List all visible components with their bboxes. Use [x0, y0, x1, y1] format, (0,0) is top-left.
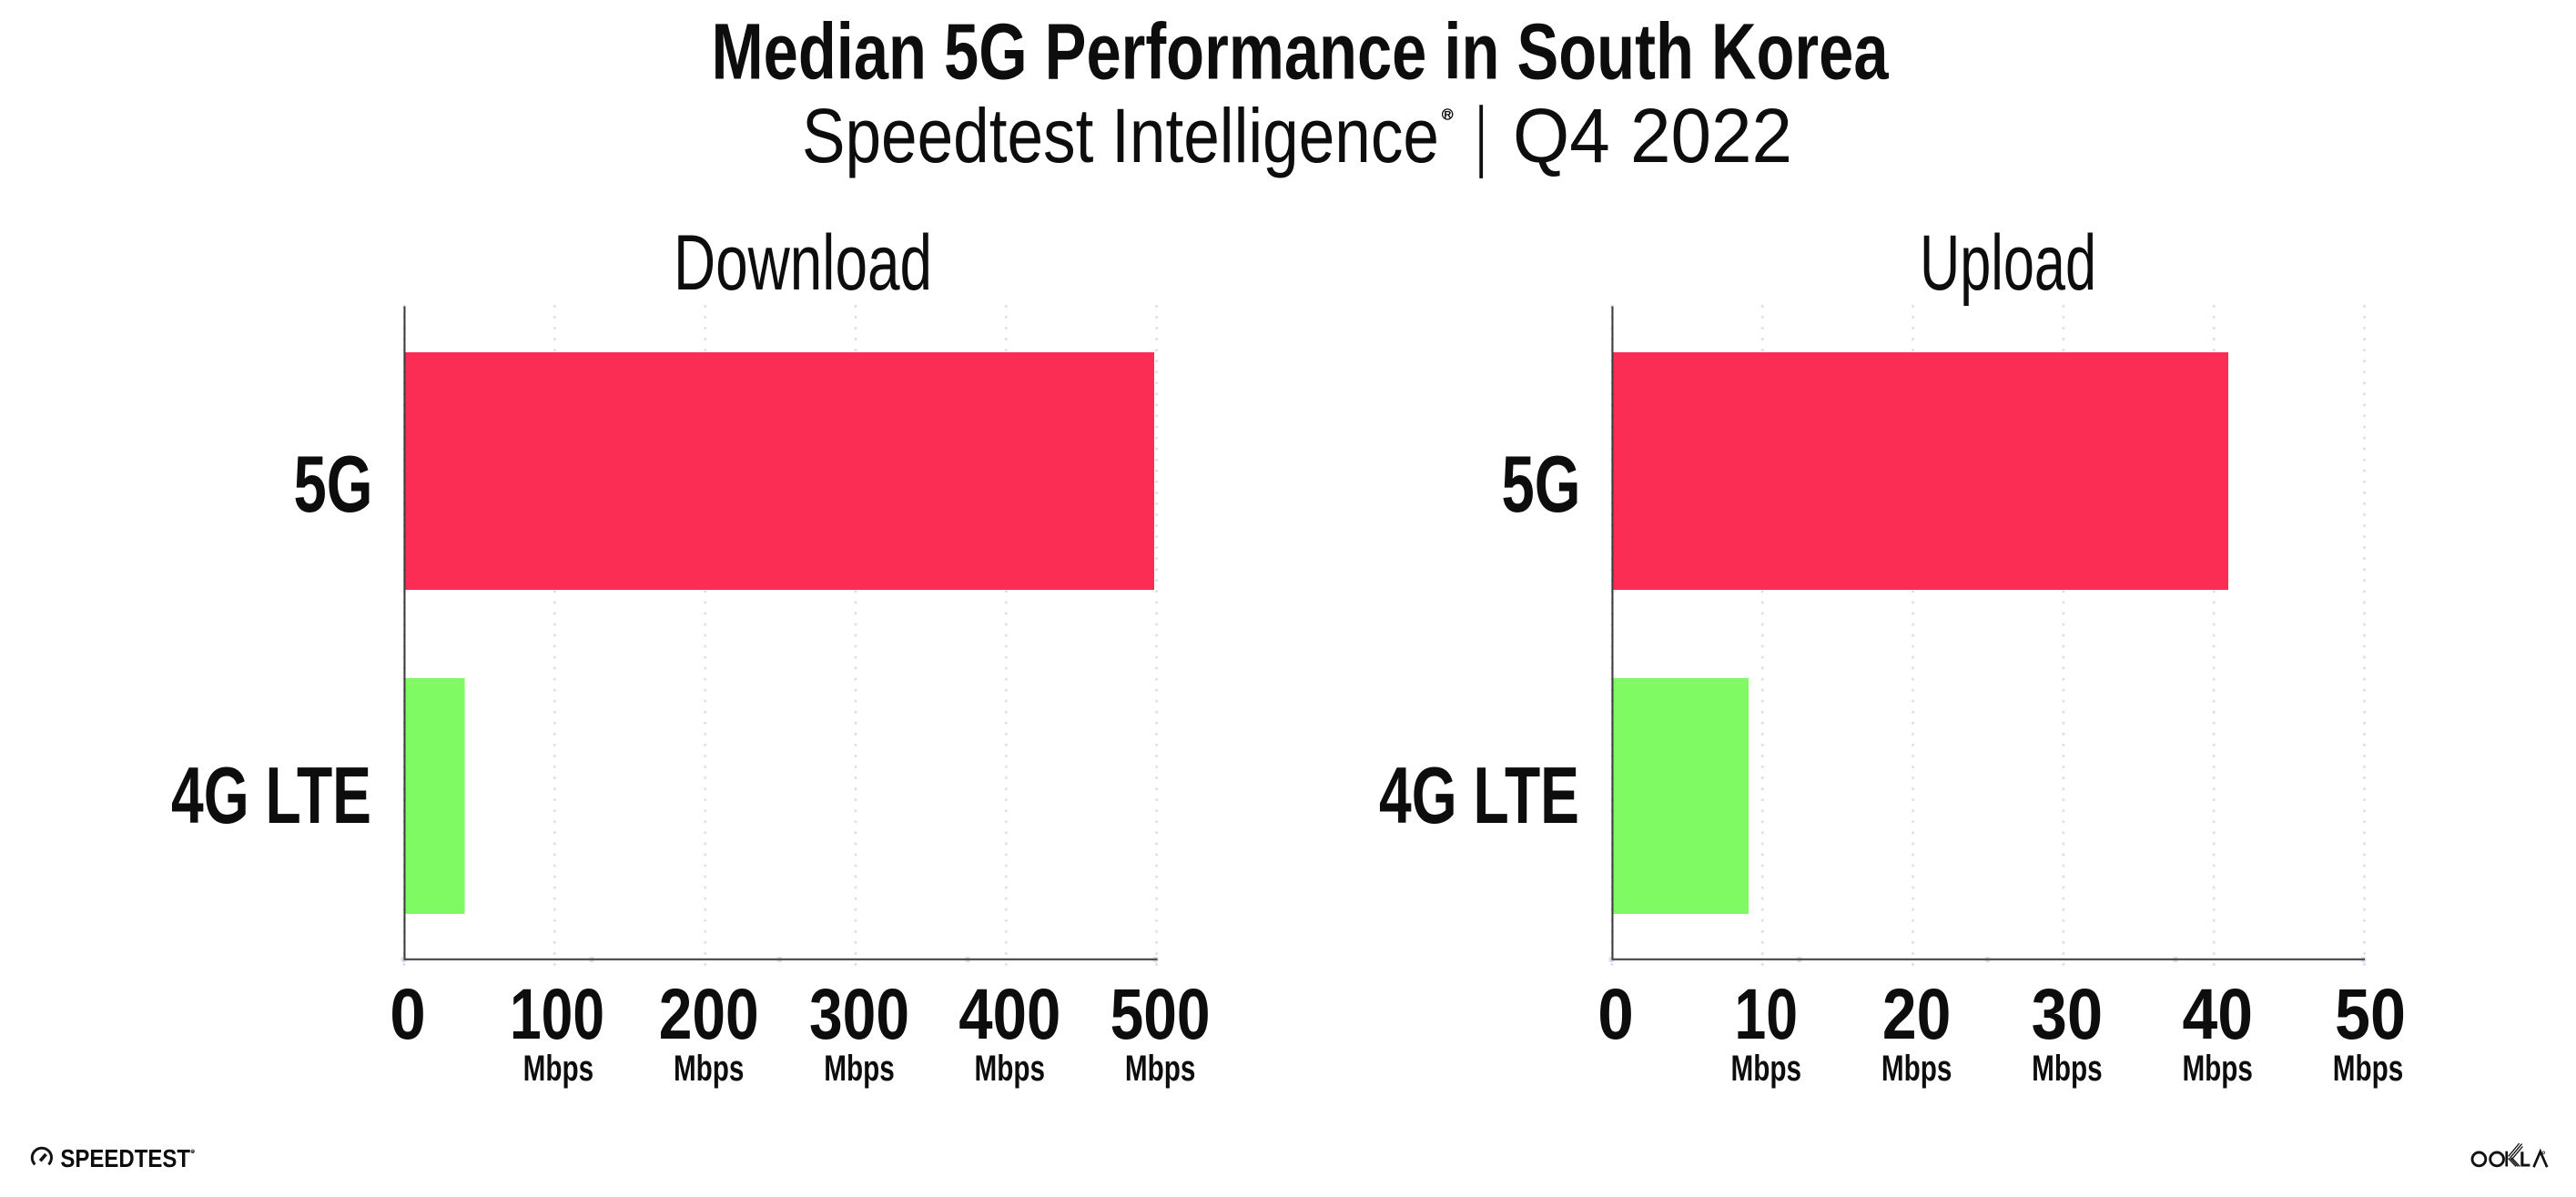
svg-text:Mbps: Mbps [1731, 1049, 1802, 1089]
svg-text:Mbps: Mbps [2182, 1049, 2253, 1089]
svg-text:0: 0 [390, 973, 426, 1054]
svg-text:Download: Download [674, 219, 932, 307]
svg-text:200: 200 [659, 973, 759, 1054]
svg-text:100: 100 [510, 973, 604, 1054]
svg-text:500: 500 [1111, 973, 1211, 1054]
svg-text:30: 30 [2032, 973, 2104, 1054]
svg-text:300: 300 [809, 973, 909, 1054]
svg-text:0: 0 [1597, 973, 1634, 1054]
svg-text:5G: 5G [1502, 439, 1581, 529]
svg-text:R: R [1444, 109, 1451, 120]
svg-text:Mbps: Mbps [824, 1049, 895, 1089]
svg-text:40: 40 [2182, 973, 2253, 1054]
svg-text:Median 5G Performance in South: Median 5G Performance in South Korea [712, 8, 1889, 96]
svg-text:50: 50 [2335, 973, 2406, 1054]
svg-text:Mbps: Mbps [1125, 1049, 1196, 1089]
svg-text:Mbps: Mbps [523, 1049, 594, 1089]
svg-text:4G LTE: 4G LTE [171, 750, 371, 840]
svg-text:Upload: Upload [1920, 219, 2096, 307]
svg-text:Speedtest Intelligence: Speedtest Intelligence [802, 93, 1439, 178]
svg-text:4G LTE: 4G LTE [1379, 750, 1579, 840]
svg-text:20: 20 [1882, 973, 1952, 1054]
svg-text:Mbps: Mbps [975, 1049, 1046, 1089]
svg-text:SPEEDTEST: SPEEDTEST [60, 1144, 190, 1172]
svg-text:Mbps: Mbps [1881, 1049, 1952, 1089]
svg-text:Q4 2022: Q4 2022 [1513, 93, 1792, 178]
svg-text:5G: 5G [294, 439, 373, 529]
svg-text:Mbps: Mbps [2032, 1049, 2103, 1089]
svg-text:Mbps: Mbps [2333, 1049, 2404, 1089]
svg-text:Mbps: Mbps [674, 1049, 745, 1089]
svg-text:R: R [191, 1151, 194, 1154]
svg-text:10: 10 [1735, 973, 1799, 1054]
svg-text:400: 400 [958, 973, 1060, 1054]
